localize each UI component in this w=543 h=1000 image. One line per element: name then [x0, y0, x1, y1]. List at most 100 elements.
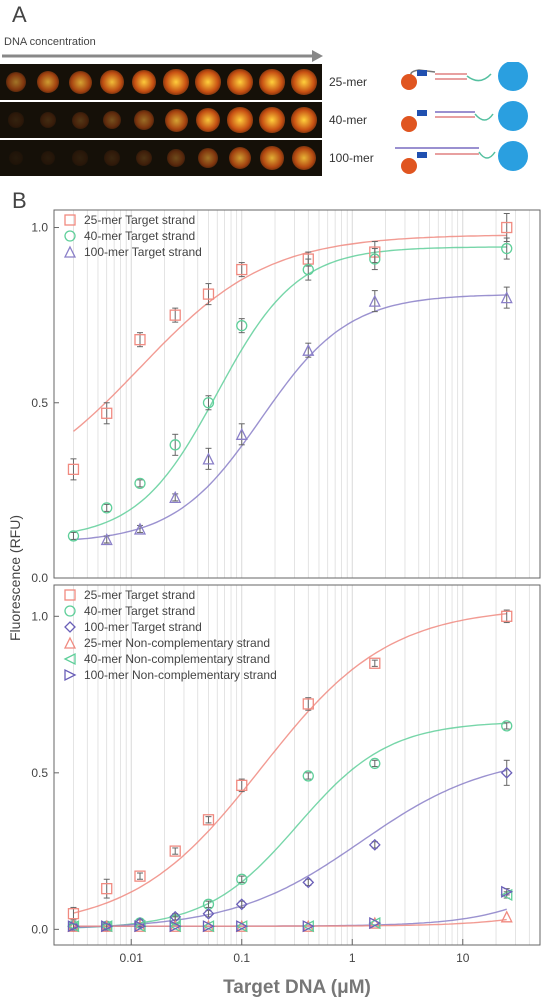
legend-marker	[64, 605, 76, 617]
legend-marker	[63, 652, 76, 666]
data-point	[369, 253, 381, 265]
fluorescence-spot	[195, 107, 221, 133]
data-point	[501, 720, 513, 732]
data-point	[202, 919, 215, 932]
data-point	[100, 532, 113, 546]
legend-entry: 40-mer Non-complementary strand	[84, 652, 270, 666]
data-point	[67, 530, 80, 542]
legend-entry: 40-mer Target strand	[84, 604, 195, 618]
data-point	[236, 779, 248, 791]
data-point	[369, 757, 381, 770]
legend-marker	[63, 636, 77, 649]
legend-entry: 100-mer Non-complementary strand	[84, 668, 277, 682]
x-axis-label: Target DNA (μM)	[223, 977, 371, 998]
data-point	[368, 294, 381, 307]
fluorescence-spot	[164, 108, 188, 132]
data-point	[500, 910, 513, 923]
fluorescence-spot	[102, 110, 122, 130]
plot-frame	[53, 584, 541, 946]
data-point	[302, 698, 314, 710]
data-point	[101, 883, 113, 895]
x-tick-label: 0.01	[120, 951, 144, 965]
fluorescence-spot	[259, 107, 285, 133]
data-point	[169, 439, 181, 451]
data-point	[101, 407, 113, 419]
data-point	[202, 397, 215, 409]
data-point	[134, 334, 146, 346]
probe-schematics	[395, 62, 528, 174]
data-point	[368, 838, 381, 851]
data-point	[134, 870, 146, 882]
probe-40mer-icon	[401, 101, 528, 132]
fit-curve	[73, 294, 507, 541]
legend-entry: 25-mer Target strand	[84, 588, 195, 602]
data-point	[202, 452, 215, 465]
fluorescence-spot	[166, 148, 186, 168]
probe-25mer-icon	[401, 62, 528, 91]
fluorescence-spot	[8, 150, 24, 166]
data-point	[169, 920, 182, 933]
fluorescence-spot	[72, 150, 88, 166]
fluorescence-spot	[260, 146, 284, 170]
y-tick-label: 1.0	[31, 221, 48, 235]
x-tick-label: 0.1	[233, 951, 250, 965]
fluorescence-spot	[135, 149, 153, 167]
probe-100mer-icon	[395, 141, 528, 174]
fluorescence-strip-25mer	[0, 64, 322, 100]
x-tick-label: 1	[349, 951, 356, 965]
fluorescence-spot	[131, 69, 157, 95]
fluorescence-spot	[8, 112, 24, 128]
fluorescence-spot	[195, 69, 221, 95]
data-point	[67, 908, 80, 920]
fit-curve	[73, 613, 507, 914]
fluorescence-spot	[163, 69, 189, 95]
data-point	[236, 320, 248, 332]
legend-entry: 25-mer Target strand	[84, 213, 195, 227]
legend-entry: 100-mer Target strand	[84, 620, 202, 634]
fit-curve	[73, 769, 507, 929]
data-point	[100, 919, 113, 932]
y-axis-label: Fluorescence (RFU)	[7, 515, 23, 641]
legend-marker	[63, 245, 77, 258]
data-point	[202, 907, 215, 920]
fluorescence-spot	[5, 71, 27, 93]
strip-label-40mer: 40-mer	[329, 113, 368, 127]
data-point	[134, 477, 146, 490]
data-point	[369, 917, 382, 930]
fluorescence-spot	[291, 107, 317, 133]
data-point	[133, 919, 147, 932]
data-point	[302, 343, 315, 356]
y-tick-label: 0.5	[31, 396, 48, 410]
strip-label-25mer: 25-mer	[329, 75, 368, 89]
data-point	[302, 770, 314, 782]
panel-b-label: B	[12, 188, 27, 213]
data-point	[169, 309, 181, 321]
legend-entry: 40-mer Target strand	[84, 229, 195, 243]
strip-label-100mer: 100-mer	[329, 151, 374, 165]
data-point	[501, 242, 513, 255]
data-point	[67, 920, 80, 933]
data-point	[302, 263, 314, 276]
data-point	[67, 463, 80, 476]
data-point	[101, 920, 114, 933]
fluorescence-spot	[227, 107, 253, 133]
data-point	[236, 873, 248, 885]
fluorescence-spot	[227, 69, 253, 95]
fluorescence-spot	[99, 69, 125, 95]
plot-frame	[53, 209, 541, 579]
legend-marker	[64, 668, 77, 682]
data-point	[500, 291, 513, 304]
legend-marker	[64, 230, 76, 242]
fluorescence-strip-40mer	[0, 102, 322, 138]
data-point	[101, 502, 113, 514]
fluorescence-spot	[36, 70, 60, 94]
data-point	[369, 657, 381, 669]
y-tick-label: 1.0	[31, 609, 48, 623]
concentration-label: DNA concentration	[4, 36, 96, 48]
data-point	[202, 814, 215, 826]
data-point	[368, 917, 381, 930]
data-point	[302, 920, 315, 933]
fluorescence-spot	[40, 150, 56, 166]
data-point	[236, 263, 248, 276]
legend-entry: 25-mer Non-complementary strand	[84, 636, 270, 650]
